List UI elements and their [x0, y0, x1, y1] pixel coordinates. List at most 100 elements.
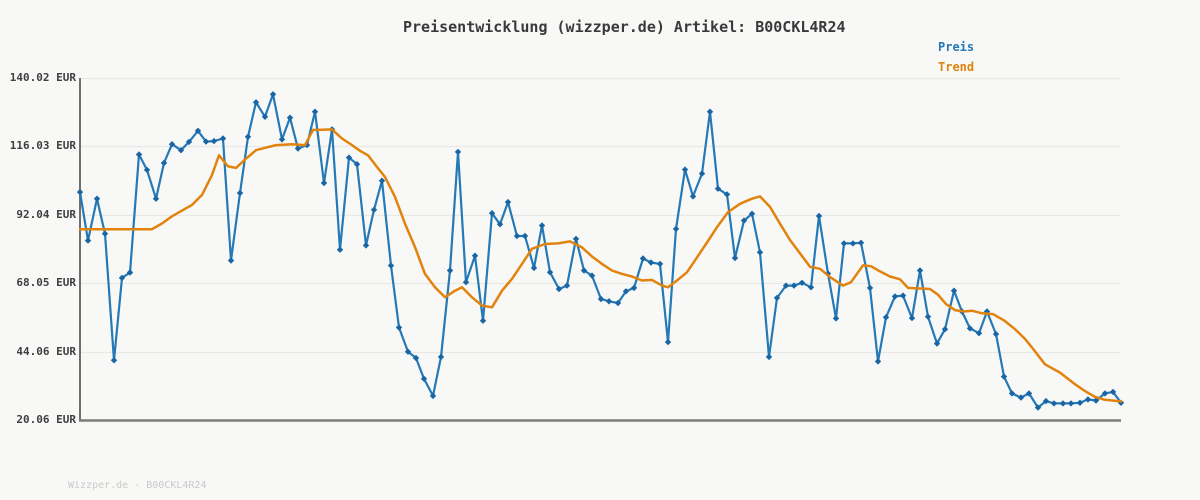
preis-point: [437, 353, 445, 361]
preis-point: [93, 195, 101, 202]
preis-point: [1084, 396, 1092, 403]
preis-point: [1017, 394, 1025, 401]
preis-point: [563, 282, 571, 289]
preis-point: [698, 170, 706, 177]
preis-point: [210, 137, 218, 145]
preis-point: [395, 324, 403, 331]
preis-point: [84, 237, 92, 244]
preis-point: [639, 255, 647, 262]
y-tick-label: 92.04 EUR: [16, 207, 76, 221]
preis-point: [689, 193, 697, 200]
preis-point: [126, 269, 134, 276]
preis-point: [177, 147, 185, 154]
preis-point: [941, 326, 949, 333]
preis-point: [353, 161, 361, 168]
preis-point: [504, 198, 512, 206]
preis-point: [672, 225, 680, 233]
preis-point: [798, 279, 806, 286]
y-tick-label: 20.06 EUR: [16, 413, 76, 426]
preis-point: [723, 191, 731, 198]
preis-point: [924, 313, 932, 320]
preis-point: [992, 330, 1000, 338]
preis-point: [1034, 404, 1042, 411]
preis-point: [1050, 400, 1058, 407]
preis-point: [336, 246, 344, 253]
preis-point: [110, 357, 118, 364]
preis-point: [1000, 373, 1008, 380]
preis-point: [479, 317, 487, 324]
preis-point: [588, 272, 596, 279]
preis-point: [857, 239, 865, 246]
preis-point: [807, 284, 815, 291]
preis-point: [412, 354, 420, 362]
preis-point: [605, 298, 613, 305]
preis-point: [202, 138, 210, 145]
preis-point: [471, 252, 479, 259]
preis-point: [185, 138, 193, 146]
preis-point: [345, 154, 353, 161]
preis-point: [908, 314, 916, 322]
preis-point: [950, 287, 958, 294]
preis-point: [815, 212, 823, 220]
preis-point: [387, 262, 395, 269]
preis-point: [252, 99, 260, 106]
preis-point: [874, 358, 882, 365]
preis-point: [622, 288, 630, 295]
preis-point: [286, 114, 294, 121]
preis-point: [706, 108, 714, 115]
preis-point: [899, 292, 907, 299]
preis-point: [966, 325, 974, 332]
preis-point: [404, 348, 412, 355]
y-tick-label: 44.06 EUR: [16, 344, 76, 358]
preis-point: [446, 267, 454, 274]
preis-point: [496, 221, 504, 228]
preis-point: [320, 179, 328, 187]
preis-point: [882, 314, 890, 321]
preis-point: [765, 353, 773, 361]
preis-point: [311, 108, 319, 115]
preis-point: [597, 295, 605, 303]
watermark: Wizzper.de - B00CKL4R24: [68, 480, 207, 491]
preis-point: [294, 145, 302, 152]
preis-point: [152, 195, 160, 202]
preis-point: [740, 217, 748, 224]
preis-point: [101, 230, 109, 237]
preis-point: [244, 133, 252, 140]
preis-point: [572, 235, 580, 243]
preis-point: [832, 315, 840, 322]
preis-point: [664, 338, 672, 346]
preis-point: [1059, 400, 1067, 407]
preis-point: [429, 392, 437, 400]
preis-point: [362, 242, 370, 249]
preis-line: [78, 93, 1123, 409]
preis-point: [420, 375, 428, 382]
preis-point: [160, 159, 168, 167]
preis-point: [118, 274, 126, 282]
preis-point: [546, 269, 554, 276]
preis-point: [530, 264, 538, 272]
preis-point: [194, 127, 202, 134]
preis-point: [278, 136, 286, 143]
preis-point: [580, 267, 588, 274]
y-tick-label: 116.03 EUR: [9, 139, 76, 153]
preis-point: [521, 232, 529, 240]
preis-point: [681, 166, 689, 173]
preis-point: [462, 279, 470, 286]
preis-point: [219, 135, 227, 142]
preis-point: [866, 284, 874, 292]
y-tick-label: 68.05 EUR: [16, 276, 76, 290]
preis-point: [1008, 390, 1016, 397]
preis-point: [748, 210, 756, 217]
preis-point: [1025, 390, 1033, 397]
preis-point: [714, 185, 722, 192]
preis-point: [840, 240, 848, 247]
preis-point: [849, 240, 857, 247]
preis-point: [227, 257, 235, 264]
preis-point: [168, 141, 176, 148]
preis-point: [513, 232, 521, 240]
preis-point: [269, 91, 277, 98]
preis-point: [143, 166, 151, 174]
preis-point: [135, 151, 143, 158]
preis-point: [538, 222, 546, 229]
